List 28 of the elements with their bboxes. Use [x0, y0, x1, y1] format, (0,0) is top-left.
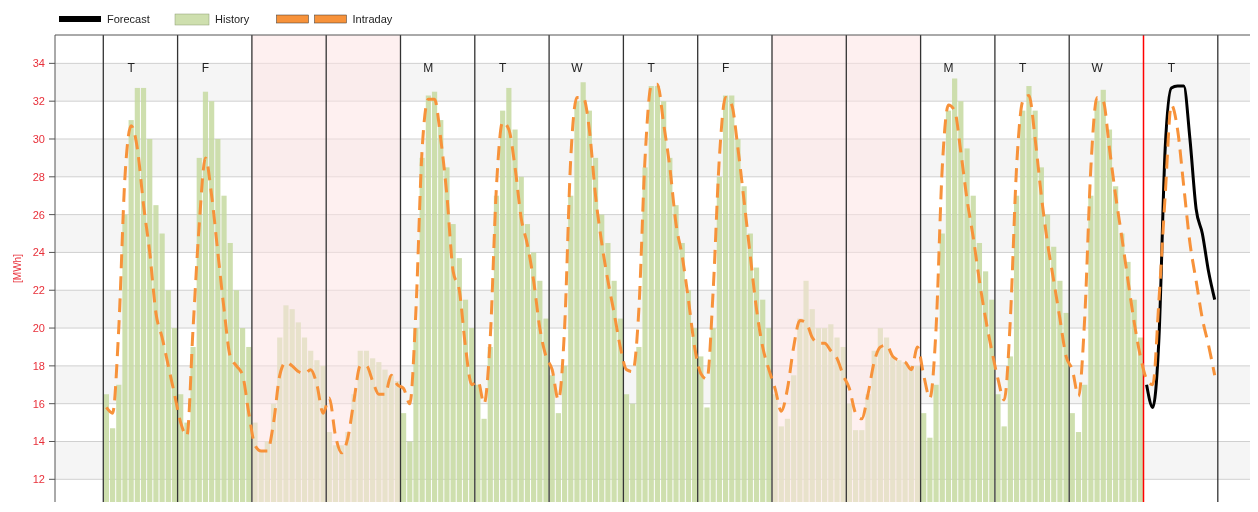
legend-label: Forecast — [107, 13, 150, 25]
y-axis-title: [MWh] — [12, 253, 23, 283]
x-tick-label: T — [498, 61, 507, 75]
y-tick-label: 12 — [32, 473, 45, 486]
y-tick-label: 24 — [32, 246, 45, 259]
x-tick-label: W — [571, 61, 584, 75]
y-tick-label: 28 — [32, 170, 45, 183]
y-tick-label: 30 — [32, 132, 45, 145]
x-tick-label: T — [647, 61, 656, 75]
x-tick-label: F — [201, 61, 210, 75]
y-tick-label: 20 — [32, 322, 45, 335]
legend-label: Intraday — [352, 13, 393, 25]
x-tick-label: M — [423, 61, 434, 75]
y-tick-label: 18 — [32, 359, 45, 372]
y-tick-label: 34 — [32, 57, 45, 70]
y-tick-label: 22 — [32, 284, 45, 297]
y-tick-label: 16 — [32, 397, 45, 410]
x-tick-label: M — [943, 61, 954, 75]
legend-label: History — [215, 13, 250, 25]
x-tick-label: T — [1019, 61, 1028, 75]
x-tick-label: F — [721, 61, 730, 75]
x-tick-label: T — [127, 61, 136, 75]
y-tick-label: 32 — [32, 95, 45, 108]
x-tick-label: T — [1167, 61, 1176, 75]
line-series — [104, 82, 1217, 455]
y-tick-label: 14 — [32, 435, 45, 448]
y-tick-label: 26 — [32, 208, 45, 221]
x-tick-label: W — [1091, 61, 1104, 75]
